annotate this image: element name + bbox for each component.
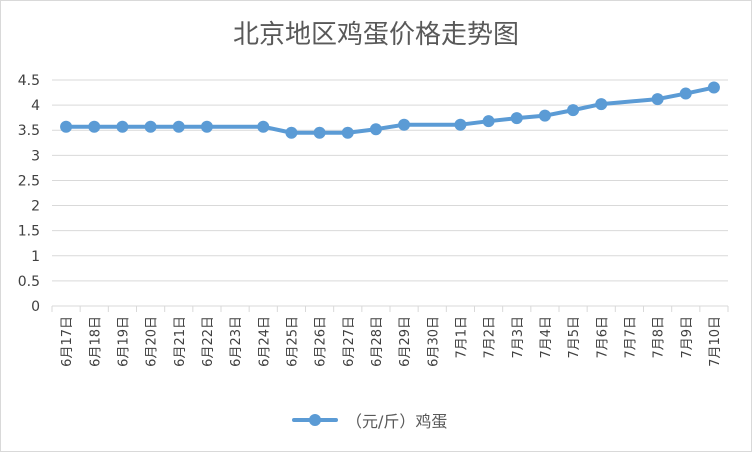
y-tick-label: 1 — [31, 249, 40, 265]
data-point — [369, 123, 382, 136]
data-point — [707, 81, 720, 94]
x-tick-label: 6月30日 — [426, 316, 441, 367]
y-tick-label: 2.5 — [18, 173, 40, 189]
legend: （元/斤）鸡蛋 — [292, 408, 447, 432]
data-point — [398, 118, 411, 131]
x-tick-label: 6月29日 — [398, 316, 413, 367]
x-tick-label: 7月9日 — [680, 316, 695, 359]
y-tick-label: 4 — [31, 98, 40, 114]
data-point — [88, 120, 101, 133]
x-tick-label: 6月23日 — [229, 316, 244, 367]
x-tick-label: 7月10日 — [708, 316, 723, 367]
y-tick-label: 2 — [31, 199, 40, 215]
y-tick-label: 3.5 — [18, 123, 40, 139]
x-tick-label: 6月22日 — [201, 316, 216, 367]
x-tick-label: 7月5日 — [567, 316, 582, 359]
x-tick-label: 7月1日 — [454, 316, 469, 359]
data-point — [116, 120, 129, 133]
chart-title: 北京地区鸡蛋价格走势图 — [232, 20, 519, 50]
x-tick-label: 6月20日 — [145, 316, 160, 367]
data-point — [257, 120, 270, 133]
data-point — [313, 126, 326, 139]
x-tick-label: 7月6日 — [595, 316, 610, 359]
y-tick-label: 0.5 — [18, 274, 40, 290]
y-tick-label: 0 — [31, 299, 40, 315]
y-tick-label: 3 — [31, 148, 40, 164]
data-point — [60, 120, 73, 133]
x-tick-label: 7月2日 — [483, 316, 498, 359]
x-tick-label: 6月27日 — [342, 316, 357, 367]
x-tick-label: 6月17日 — [60, 316, 75, 367]
x-tick-label: 6月19日 — [116, 316, 131, 367]
data-point — [538, 109, 551, 122]
x-tick-label: 7月3日 — [511, 316, 526, 359]
data-point — [482, 115, 495, 128]
x-tick-label: 6月26日 — [314, 316, 329, 367]
data-point — [651, 93, 664, 106]
data-point — [144, 120, 157, 133]
data-point — [679, 87, 692, 100]
x-tick-label: 6月24日 — [257, 316, 272, 367]
x-tick-label: 7月8日 — [652, 316, 667, 359]
x-tick-label: 7月7日 — [623, 316, 638, 359]
data-point — [595, 98, 608, 111]
data-point — [510, 112, 523, 125]
x-tick-label: 6月21日 — [173, 316, 188, 367]
legend-series-marker — [292, 408, 338, 432]
x-tick-label: 7月4日 — [539, 316, 554, 359]
data-point — [454, 118, 467, 131]
series-line — [64, 85, 716, 135]
legend-series-label: （元/斤）鸡蛋 — [346, 412, 448, 431]
data-point — [567, 104, 580, 117]
y-tick-label: 1.5 — [18, 224, 40, 240]
x-tick-label: 6月25日 — [285, 316, 300, 367]
data-point — [285, 126, 298, 139]
data-point — [341, 126, 354, 139]
y-tick-label: 4.5 — [18, 73, 40, 89]
x-tick-label: 6月18日 — [88, 316, 103, 367]
data-point — [200, 120, 213, 133]
data-point — [172, 120, 185, 133]
x-tick-label: 6月28日 — [370, 316, 385, 367]
